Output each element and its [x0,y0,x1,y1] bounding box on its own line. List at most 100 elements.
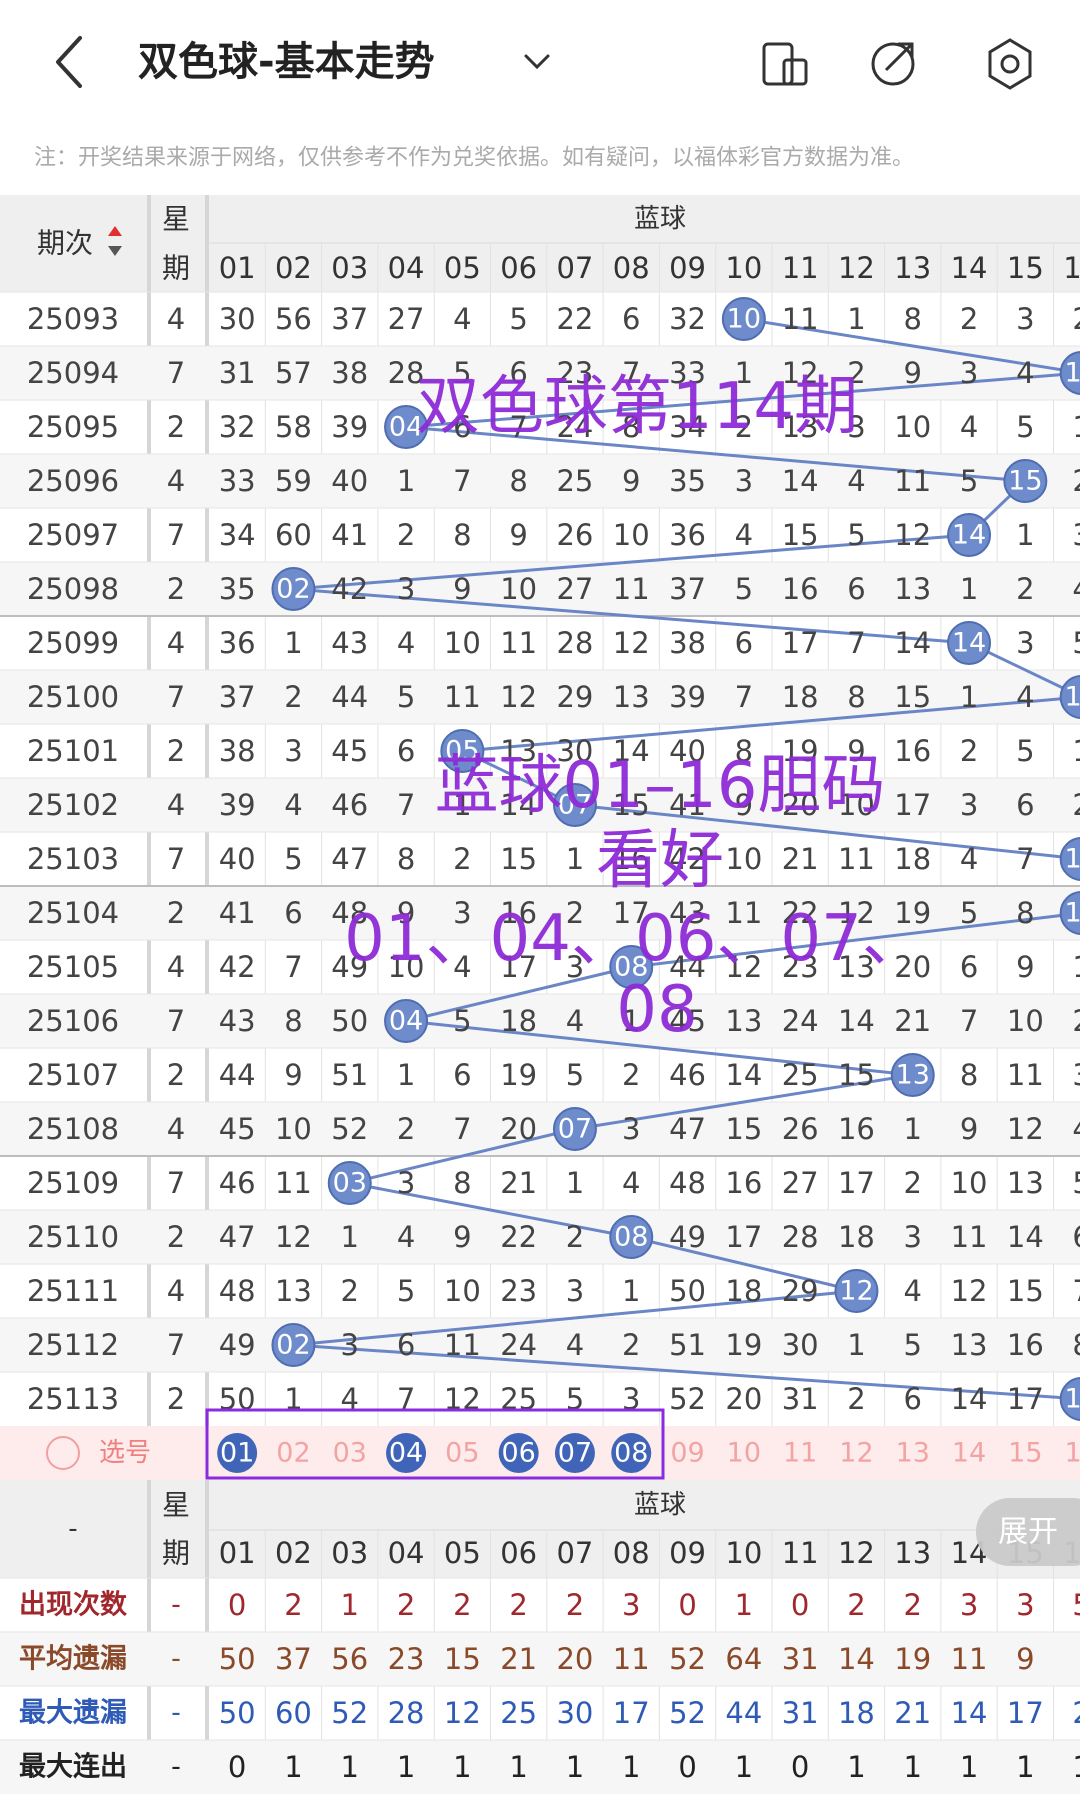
weekday: 7 [167,356,185,390]
miss-count: 5 [960,896,978,930]
stats-value: 9 [1016,1642,1034,1676]
miss-count: 3 [904,1220,922,1254]
miss-count: 42 [331,572,368,606]
weekday: 7 [167,680,185,714]
miss-count: 20 [725,1382,762,1416]
miss-count: 47 [669,1112,706,1146]
column-number: 10 [725,1536,762,1570]
period: 25102 [27,788,119,822]
selected-ball[interactable] [498,1433,539,1473]
select-ball[interactable]: 06 [501,1438,535,1469]
stats-value: 1 [1016,1750,1034,1784]
miss-count: 32 [219,410,256,444]
icon-part [762,42,794,86]
miss-count: 1 [341,1220,359,1254]
hit-ball [609,945,654,989]
period: 25112 [27,1328,119,1362]
select-ball[interactable]: 01 [220,1438,254,1469]
miss-count: 44 [219,1058,256,1092]
settings-icon[interactable] [988,38,1032,90]
stats-value: 1 [453,1750,471,1784]
miss-count: 24 [782,1004,819,1038]
period: 25097 [27,518,119,552]
select-ball[interactable]: 07 [558,1438,592,1469]
expand-button[interactable] [976,1498,1080,1566]
weekday: 7 [167,518,185,552]
miss-count: 5 [566,1058,584,1092]
miss-count: 37 [669,572,706,606]
miss-count: 43 [669,896,706,930]
miss-count: 4 [397,626,415,660]
stats-value: 5 [1072,1588,1080,1622]
miss-count: 1 [1072,410,1080,444]
select-ball[interactable]: 09 [670,1438,704,1469]
miss-count: 49 [219,1328,256,1362]
miss-count: 17 [500,950,537,984]
weekday: 4 [167,1274,185,1308]
miss-count: 19 [782,734,819,768]
miss-count: 10 [613,518,650,552]
select-ball[interactable]: 13 [896,1438,930,1469]
miss-count: 2 [341,1274,359,1308]
select-ball[interactable]: 12 [839,1438,873,1469]
select-ball[interactable]: 08 [614,1438,648,1469]
stats-value: 17 [613,1696,650,1730]
miss-count: 2 [847,356,865,390]
expand-label[interactable]: 展开 [998,1515,1058,1550]
miss-count: 42 [219,950,256,984]
hit-number: 05 [445,736,479,767]
miss-count: 6 [960,950,978,984]
stats-value: 2 [904,1588,922,1622]
back-button[interactable] [56,36,82,88]
stats-value: 0 [791,1588,809,1622]
select-ball[interactable]: 11 [783,1438,817,1469]
miss-count: 5 [847,518,865,552]
stats-value: 1 [566,1750,584,1784]
select-ball[interactable]: 16 [1064,1438,1080,1469]
miss-count: 48 [219,1274,256,1308]
row-bg [0,346,1080,400]
dropdown-icon[interactable] [524,54,550,70]
period: 25113 [27,1382,119,1416]
miss-count: 35 [219,572,256,606]
miss-count: 3 [397,1166,415,1200]
miss-count: 8 [284,1004,302,1038]
selected-ball[interactable] [611,1433,652,1473]
hit-number: 16 [1064,844,1080,875]
miss-count: 16 [894,734,931,768]
weekday: 4 [167,302,185,336]
miss-count: 3 [566,1274,584,1308]
select-toggle[interactable] [46,1436,80,1470]
select-ball[interactable]: 02 [276,1438,310,1469]
miss-count: 11 [444,680,481,714]
share-icon[interactable] [871,42,915,86]
layout-icon[interactable] [762,42,808,86]
column-number: 01 [219,251,256,285]
miss-count: 20 [500,1112,537,1146]
select-ball[interactable]: 10 [727,1438,761,1469]
hit-ball [947,621,992,665]
selected-ball[interactable] [217,1433,258,1473]
weekday: 2 [167,734,185,768]
disclaimer: 注：开奖结果来源于网络，仅供参考不作为兑奖依据。如有疑问，以福体彩官方数据为准。 [34,146,914,171]
hit-number: 16 [1064,898,1080,929]
select-ball[interactable]: 04 [389,1438,423,1469]
select-ball[interactable]: 15 [1008,1438,1042,1469]
miss-count: 1 [622,1274,640,1308]
stats-value: 1 [1072,1750,1080,1784]
column-number: 07 [556,251,593,285]
select-ball[interactable]: 05 [445,1438,479,1469]
miss-count: 25 [782,1058,819,1092]
stats-value: 2 [566,1588,584,1622]
miss-count: 19 [725,1328,762,1362]
period: 25104 [27,896,119,930]
select-ball[interactable]: 03 [333,1438,367,1469]
weekday: 2 [167,1058,185,1092]
overlay-text: 双色球第114期 [416,370,858,444]
selected-ball[interactable] [554,1433,595,1473]
stats-value: 0 [678,1588,696,1622]
selected-ball[interactable] [386,1433,427,1473]
select-ball[interactable]: 14 [952,1438,986,1469]
miss-count: 5 [735,572,753,606]
stats-value: 25 [500,1696,537,1730]
